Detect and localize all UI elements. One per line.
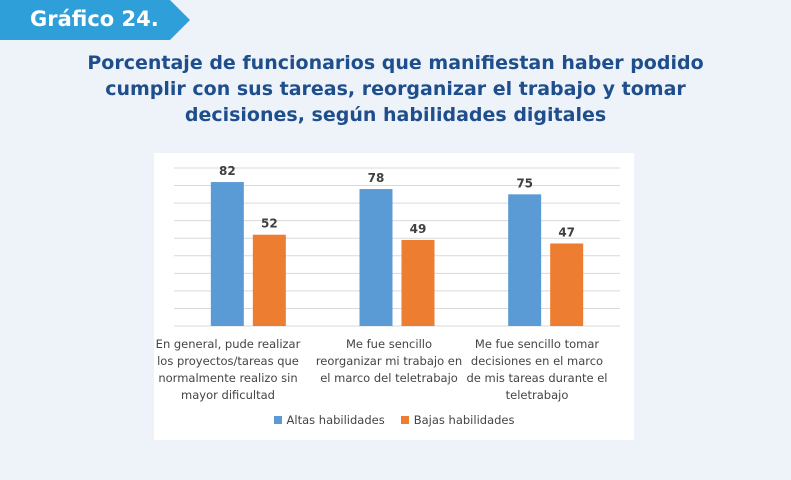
legend-item-low: Bajas habilidades [400,413,515,427]
data-label-low-2: 49 [410,222,427,236]
chart-number-badge: Gráfico 24. [0,0,190,40]
bar-low-3 [550,243,584,326]
legend-swatch-high [273,416,282,424]
bar-low-1 [252,234,286,326]
badge-label: Gráfico 24. [30,7,159,31]
category-label-2: Me fue sencillo reorganizar mi trabajo e… [315,337,463,385]
chart-legend: Altas habilidades Bajas habilidades [154,413,634,427]
data-label-low-1: 52 [261,217,278,231]
chart-title: Porcentaje de funcionarios que manifiest… [87,52,704,126]
badge-shape [0,0,190,40]
bar-high-3 [508,194,542,326]
bar-high-2 [359,189,393,326]
legend-swatch-low [400,416,409,424]
legend-label-high: Altas habilidades [286,413,385,427]
category-label-3: Me fue sencillo tomar decisiones en el m… [466,337,608,402]
bar-high-1 [210,182,244,326]
data-label-high-3: 75 [516,176,533,190]
category-label-1: En general, pude realizar los proyectos/… [155,337,301,402]
legend-label-low: Bajas habilidades [413,413,515,427]
chart-panel: 82 52 78 49 75 47 En general, pude realizar l… [154,153,634,440]
data-label-high-2: 78 [368,171,385,185]
bar-low-2 [401,239,435,326]
data-label-low-3: 47 [558,225,575,239]
legend-item-high: Altas habilidades [273,413,385,427]
bar-chart: 82 52 78 49 75 47 [174,164,620,327]
data-label-high-1: 82 [219,164,236,178]
